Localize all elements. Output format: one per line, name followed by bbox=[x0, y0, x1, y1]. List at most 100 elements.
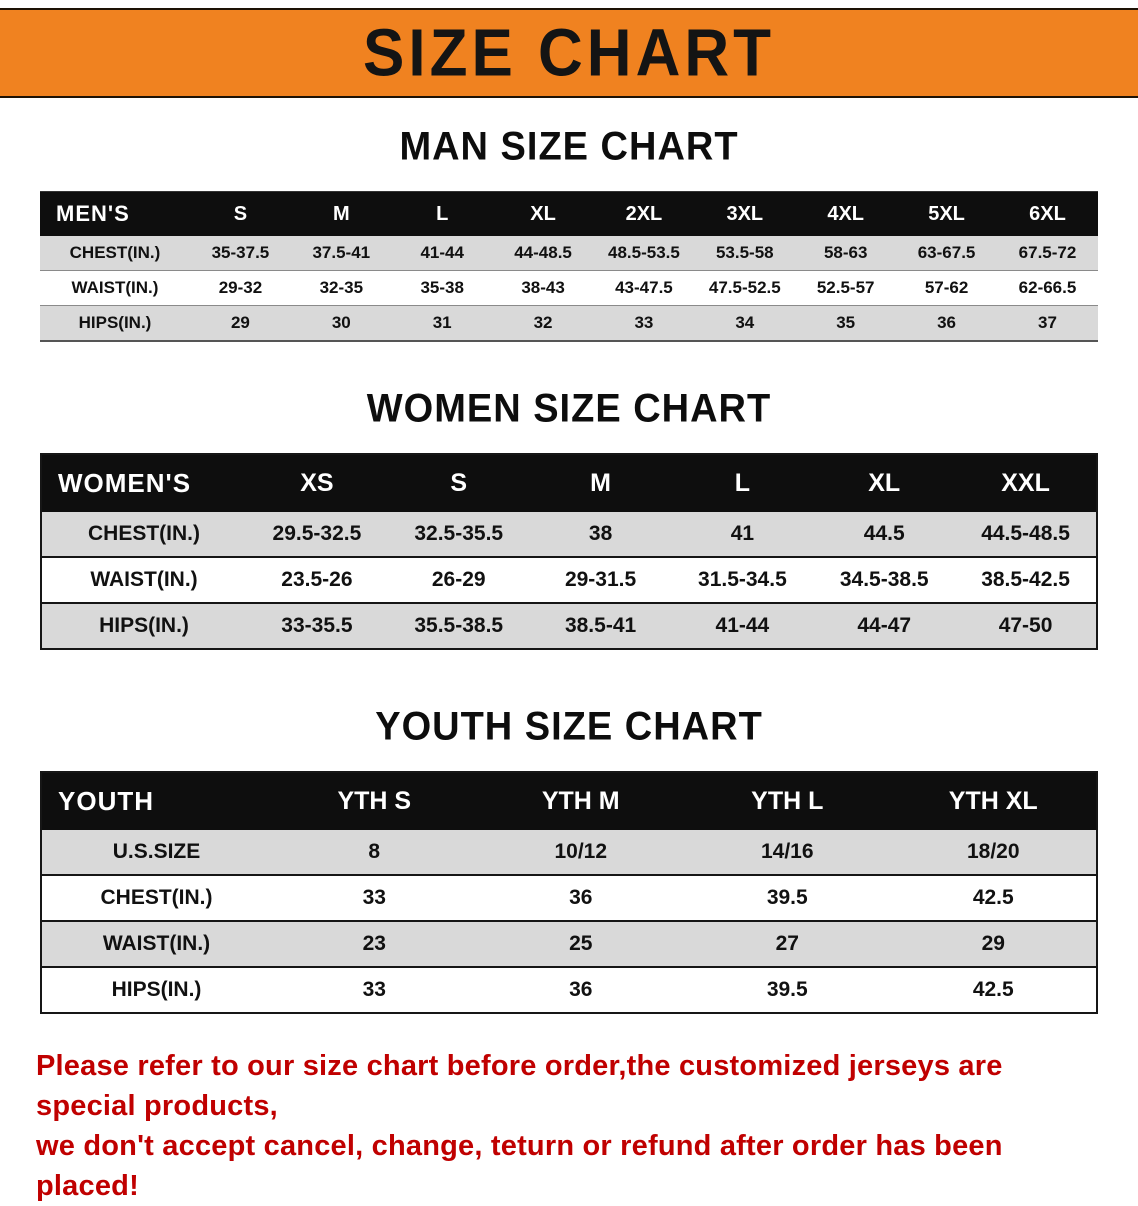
measurement-value: 29-31.5 bbox=[564, 568, 637, 591]
measurement-value: 67.5-72 bbox=[1018, 243, 1077, 262]
measurement-value: 29.5-32.5 bbox=[272, 522, 362, 545]
size-column-header: YTH L bbox=[684, 772, 891, 830]
table-corner-label: WOMEN'S bbox=[41, 454, 246, 512]
size-column-header: L bbox=[391, 191, 493, 236]
measurement-value: 35-38 bbox=[420, 278, 464, 297]
size-column-header: XXL bbox=[955, 454, 1097, 512]
size-column-header: YTH S bbox=[271, 772, 478, 830]
women-section-heading: WOMEN SIZE CHART bbox=[366, 386, 772, 432]
size-column-header: 6XL bbox=[997, 191, 1098, 236]
measurement-label: WAIST(IN.) bbox=[71, 278, 159, 297]
measurement-label: U.S.SIZE bbox=[112, 840, 201, 863]
size-column-header: M bbox=[290, 191, 392, 236]
measurement-value: 36 bbox=[937, 313, 957, 332]
size-header-row: MEN'S S M L XL 2XL 3XL 4XL 5XL 6XL bbox=[40, 191, 1098, 236]
measurement-value: 14/16 bbox=[760, 840, 814, 863]
measurement-value: 29 bbox=[230, 313, 250, 332]
measurement-row: CHEST(IN.) 35-37.5 37.5-41 41-44 44-48.5 48.5… bbox=[40, 236, 1098, 271]
measurement-value: 42.5 bbox=[972, 978, 1014, 1001]
measurement-value: 38.5-42.5 bbox=[981, 568, 1070, 591]
size-column-header: YTH XL bbox=[890, 772, 1097, 830]
measurement-value: 34 bbox=[735, 313, 755, 332]
measurement-value: 32 bbox=[533, 313, 553, 332]
measurement-value: 48.5-53.5 bbox=[608, 243, 680, 262]
measurement-value: 38 bbox=[588, 522, 613, 545]
men-size-table: MEN'S S M L XL 2XL 3XL 4XL 5XL 6XL CHEST(IN.) 35-37… bbox=[40, 191, 1098, 342]
men-section-heading: MAN SIZE CHART bbox=[399, 124, 739, 170]
measurement-value: 44.5 bbox=[863, 522, 905, 545]
size-column-header: YTH M bbox=[477, 772, 684, 830]
measurement-value: 53.5-58 bbox=[715, 243, 774, 262]
measurement-label: WAIST(IN.) bbox=[90, 568, 198, 591]
measurement-value: 44-47 bbox=[857, 614, 912, 637]
size-header-row: WOMEN'S XS S M L XL XXL bbox=[41, 454, 1097, 512]
measurement-value: 57-62 bbox=[924, 278, 969, 297]
size-chart-banner: SIZE CHART bbox=[0, 8, 1138, 98]
measurement-label: WAIST(IN.) bbox=[102, 932, 211, 955]
size-column-header: L bbox=[671, 454, 814, 512]
size-column-header: 4XL bbox=[795, 191, 897, 236]
measurement-value: 8 bbox=[368, 840, 381, 863]
order-note: Please refer to our size chart before or… bbox=[0, 1046, 1138, 1206]
women-size-table: WOMEN'S XS S M L XL XXL CHEST(IN.) 29.5-32.5 32.5… bbox=[40, 453, 1098, 650]
measurement-value: 39.5 bbox=[766, 978, 808, 1001]
measurement-label: CHEST(IN.) bbox=[100, 886, 213, 909]
order-note-line-2: we don't accept cancel, change, teturn o… bbox=[36, 1130, 1003, 1203]
youth-section-heading: YOUTH SIZE CHART bbox=[375, 704, 763, 750]
measurement-value: 34.5-38.5 bbox=[839, 568, 929, 591]
measurement-value: 32-35 bbox=[319, 278, 364, 297]
measurement-value: 47-50 bbox=[998, 614, 1053, 637]
size-column-header: XL bbox=[813, 454, 956, 512]
measurement-value: 44.5-48.5 bbox=[981, 522, 1070, 545]
size-column-header: S bbox=[387, 454, 530, 512]
measurement-value: 41-44 bbox=[715, 614, 770, 637]
size-column-header: XS bbox=[246, 454, 388, 512]
measurement-value: 44-48.5 bbox=[514, 243, 572, 262]
measurement-value: 23.5-26 bbox=[281, 568, 353, 591]
women-size-section: WOMEN SIZE CHART WOMEN'S XS S M L XL XXL CHEST(… bbox=[0, 386, 1138, 650]
measurement-row: HIPS(IN.) 33 36 39.5 42.5 bbox=[41, 967, 1097, 1013]
size-column-header: S bbox=[190, 191, 291, 236]
measurement-value: 63-67.5 bbox=[917, 243, 976, 262]
measurement-row: CHEST(IN.) 29.5-32.5 32.5-35.5 38 41 44.5 44.5… bbox=[41, 512, 1097, 557]
men-size-section: MAN SIZE CHART MEN'S S M L XL 2XL 3XL 4XL 5XL 6XL… bbox=[0, 124, 1138, 342]
measurement-value: 62-66.5 bbox=[1018, 278, 1077, 297]
measurement-value: 47.5-52.5 bbox=[708, 278, 781, 297]
measurement-row: HIPS(IN.) 29 30 31 32 33 34 35 36 37 bbox=[40, 305, 1098, 341]
measurement-label: CHEST(IN.) bbox=[69, 243, 161, 262]
measurement-value: 38.5-41 bbox=[564, 614, 637, 637]
measurement-value: 33-35.5 bbox=[281, 614, 353, 637]
measurement-value: 35.5-38.5 bbox=[414, 614, 504, 637]
size-column-header: 2XL bbox=[593, 191, 695, 236]
measurement-row: HIPS(IN.) 33-35.5 35.5-38.5 38.5-41 41-44 44-… bbox=[41, 603, 1097, 649]
size-column-header: 3XL bbox=[694, 191, 796, 236]
youth-size-section: YOUTH SIZE CHART YOUTH YTH S YTH M YTH L YTH… bbox=[0, 704, 1138, 1014]
measurement-row: WAIST(IN.) 23 25 27 29 bbox=[41, 921, 1097, 967]
measurement-value: 31 bbox=[432, 313, 452, 332]
measurement-row: WAIST(IN.) 23.5-26 26-29 29-31.5 31.5-34.5 34… bbox=[41, 557, 1097, 603]
measurement-value: 25 bbox=[569, 932, 593, 955]
measurement-value: 35 bbox=[836, 313, 856, 332]
measurement-value: 41-44 bbox=[420, 243, 464, 262]
size-column-header: 5XL bbox=[896, 191, 997, 236]
measurement-value: 26-29 bbox=[431, 568, 486, 591]
size-column-header: XL bbox=[492, 191, 594, 236]
measurement-value: 18/20 bbox=[966, 840, 1020, 863]
measurement-value: 37.5-41 bbox=[312, 243, 371, 262]
measurement-row: U.S.SIZE 8 10/12 14/16 18/20 bbox=[41, 830, 1097, 875]
measurement-value: 58-63 bbox=[823, 243, 868, 262]
measurement-value: 35-37.5 bbox=[211, 243, 270, 262]
measurement-value: 30 bbox=[331, 313, 351, 332]
measurement-label: HIPS(IN.) bbox=[99, 614, 189, 637]
measurement-value: 42.5 bbox=[972, 886, 1014, 909]
measurement-value: 27 bbox=[775, 932, 799, 955]
measurement-value: 41 bbox=[730, 522, 755, 545]
measurement-value: 32.5-35.5 bbox=[414, 522, 504, 545]
measurement-value: 29-32 bbox=[218, 278, 263, 297]
measurement-value: 29 bbox=[981, 932, 1005, 955]
size-column-header: M bbox=[529, 454, 672, 512]
size-chart-page: SIZE CHART MAN SIZE CHART MEN'S S M L XL 2XL 3… bbox=[0, 8, 1138, 1206]
measurement-value: 36 bbox=[569, 978, 593, 1001]
measurement-value: 33 bbox=[362, 886, 386, 909]
measurement-value: 43-47.5 bbox=[615, 278, 673, 297]
